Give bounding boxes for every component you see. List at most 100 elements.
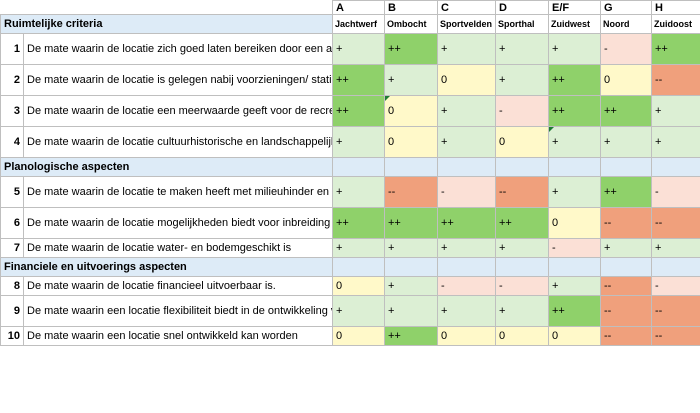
section-blank-cell xyxy=(437,157,496,177)
score-cell[interactable]: + xyxy=(548,176,601,208)
score-cell[interactable]: + xyxy=(600,238,652,258)
score-cell[interactable]: -- xyxy=(600,276,652,296)
score-cell[interactable]: + xyxy=(495,64,549,96)
score-cell[interactable]: + xyxy=(384,238,438,258)
section-blank-cell xyxy=(437,257,496,277)
column-location: Sportvelden xyxy=(437,14,496,34)
section-blank-cell xyxy=(332,157,385,177)
score-cell[interactable]: -- xyxy=(495,176,549,208)
score-cell[interactable]: -- xyxy=(600,326,652,346)
score-cell[interactable]: -- xyxy=(600,295,652,327)
section-blank-cell xyxy=(495,157,549,177)
score-cell[interactable]: 0 xyxy=(437,326,496,346)
column-letter: A xyxy=(332,0,385,15)
criterion-row: 1 De mate waarin de locatie zich goed lat… xyxy=(0,33,700,65)
score-cell[interactable]: 0 xyxy=(548,207,601,239)
score-cell[interactable]: 0 xyxy=(548,326,601,346)
section-title: Financiele en uitvoerings aspecten xyxy=(0,257,333,277)
score-cell[interactable]: + xyxy=(332,176,385,208)
score-cell[interactable]: -- xyxy=(384,176,438,208)
score-cell[interactable]: + xyxy=(332,33,385,65)
score-cell[interactable]: -- xyxy=(651,64,700,96)
score-cell[interactable]: + xyxy=(548,276,601,296)
score-cell[interactable]: - xyxy=(600,33,652,65)
criterion-text: De mate waarin de locatie te maken heeft… xyxy=(23,176,333,208)
score-cell[interactable]: ++ xyxy=(332,95,385,127)
section-header-row: Ruimtelijke criteria Jachtwerf Ombocht Spor… xyxy=(0,14,700,34)
score-cell[interactable]: - xyxy=(495,95,549,127)
score-cell[interactable]: 0 xyxy=(384,126,438,158)
score-cell[interactable]: + xyxy=(495,33,549,65)
score-cell[interactable]: -- xyxy=(651,207,700,239)
score-cell[interactable]: ++ xyxy=(332,64,385,96)
criterion-text: De mate waarin de locatie mogelijkheden … xyxy=(23,207,333,239)
score-cell[interactable]: -- xyxy=(600,207,652,239)
score-cell[interactable]: ++ xyxy=(332,207,385,239)
score-cell[interactable]: + xyxy=(384,64,438,96)
score-cell[interactable]: ++ xyxy=(548,295,601,327)
criterion-row: 5 De mate waarin de locatie te maken heef… xyxy=(0,176,700,208)
column-location: Zuidoost xyxy=(651,14,700,34)
score-cell[interactable]: - xyxy=(437,276,496,296)
criterion-row: 7 De mate waarin de locatie water- en bod… xyxy=(0,238,700,258)
column-location: Noord xyxy=(600,14,652,34)
criterion-text: De mate waarin de locatie een meerwaarde… xyxy=(23,95,333,127)
criterion-text: De mate waarin de locatie zich goed late… xyxy=(23,33,333,65)
score-cell[interactable]: -- xyxy=(651,295,700,327)
score-cell[interactable]: + xyxy=(437,238,496,258)
score-cell[interactable]: + xyxy=(437,95,496,127)
score-cell[interactable]: ++ xyxy=(384,326,438,346)
column-location: Ombocht xyxy=(384,14,438,34)
score-cell[interactable]: - xyxy=(437,176,496,208)
score-cell[interactable]: ++ xyxy=(384,207,438,239)
score-cell[interactable]: 0 xyxy=(437,64,496,96)
score-cell[interactable]: + xyxy=(495,295,549,327)
score-cell[interactable]: 0 xyxy=(332,276,385,296)
score-cell[interactable]: ++ xyxy=(384,33,438,65)
score-cell[interactable]: + xyxy=(651,126,700,158)
score-cell[interactable]: 0 xyxy=(332,326,385,346)
score-cell[interactable]: - xyxy=(495,276,549,296)
score-cell[interactable]: + xyxy=(332,295,385,327)
score-cell[interactable]: ++ xyxy=(600,95,652,127)
score-cell[interactable]: + xyxy=(548,126,601,158)
score-cell[interactable]: + xyxy=(332,238,385,258)
score-cell[interactable]: 0 xyxy=(495,126,549,158)
score-cell[interactable]: ++ xyxy=(548,64,601,96)
score-cell[interactable]: + xyxy=(600,126,652,158)
score-cell[interactable]: + xyxy=(651,238,700,258)
score-cell[interactable]: + xyxy=(332,126,385,158)
score-cell[interactable]: - xyxy=(651,276,700,296)
criteria-matrix: A B C D E/F G H Ruimtelijke criteria Jachtwerf Om… xyxy=(0,0,700,346)
criterion-text: De mate waarin een locatie flexibiliteit… xyxy=(23,295,333,327)
score-cell[interactable]: + xyxy=(548,33,601,65)
score-cell[interactable]: - xyxy=(651,176,700,208)
column-letter: D xyxy=(495,0,549,15)
score-cell[interactable]: + xyxy=(384,295,438,327)
score-cell[interactable]: + xyxy=(384,276,438,296)
score-cell[interactable]: ++ xyxy=(495,207,549,239)
score-cell[interactable]: + xyxy=(495,238,549,258)
score-cell[interactable]: ++ xyxy=(651,33,700,65)
score-cell[interactable]: + xyxy=(651,95,700,127)
score-cell[interactable]: - xyxy=(548,238,601,258)
column-letter: H xyxy=(651,0,700,15)
criterion-text: De mate waarin de locatie is gelegen nab… xyxy=(23,64,333,96)
score-cell[interactable]: 0 xyxy=(384,95,438,127)
header-letters-row: A B C D E/F G H xyxy=(0,0,700,15)
criterion-number: 7 xyxy=(0,238,24,258)
section-title: Planologische aspecten xyxy=(0,157,333,177)
score-cell[interactable]: 0 xyxy=(495,326,549,346)
score-cell[interactable]: + xyxy=(437,33,496,65)
score-cell[interactable]: ++ xyxy=(437,207,496,239)
score-cell[interactable]: -- xyxy=(651,326,700,346)
column-location: Zuidwest xyxy=(548,14,601,34)
score-cell[interactable]: + xyxy=(437,295,496,327)
criterion-number: 8 xyxy=(0,276,24,296)
score-cell[interactable]: ++ xyxy=(600,176,652,208)
score-cell[interactable]: 0 xyxy=(600,64,652,96)
score-cell[interactable]: + xyxy=(437,126,496,158)
criterion-text: De mate waarin de locatie cultuurhistori… xyxy=(23,126,333,158)
score-cell[interactable]: ++ xyxy=(548,95,601,127)
section-blank-cell xyxy=(332,257,385,277)
